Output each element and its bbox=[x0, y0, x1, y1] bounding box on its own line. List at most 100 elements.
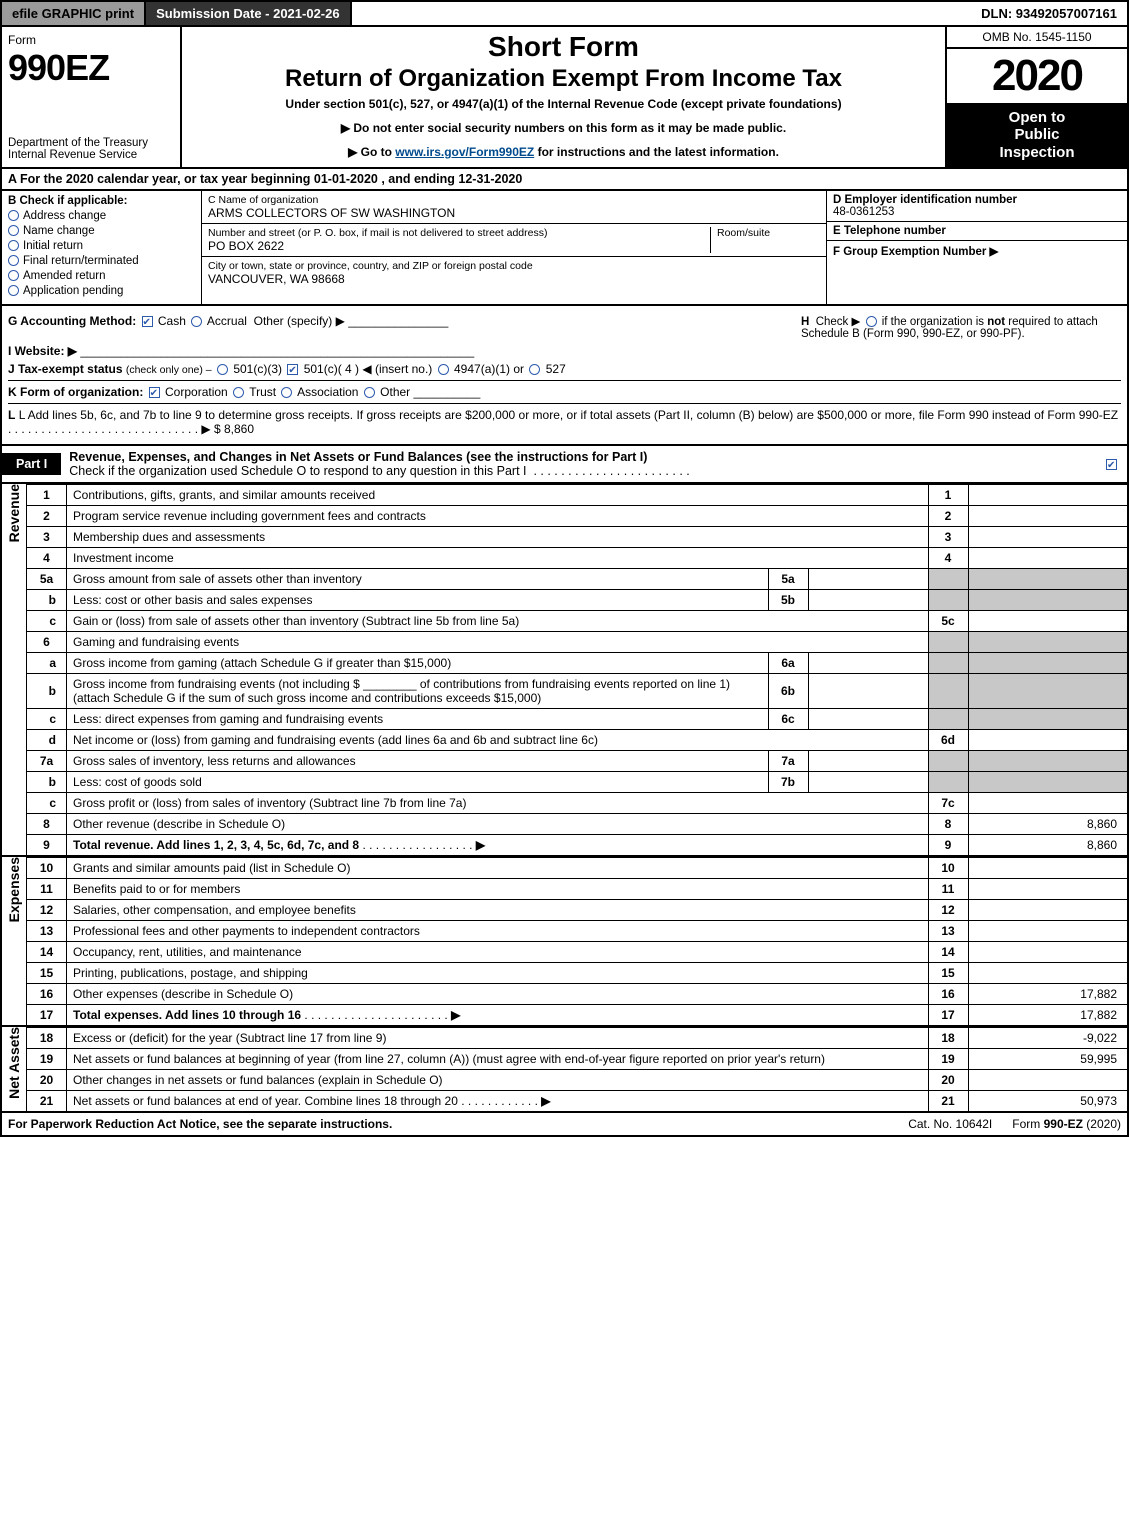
check-amended-return-label: Amended return bbox=[23, 270, 105, 282]
line-18: 18Excess or (deficit) for the year (Subt… bbox=[27, 1027, 1129, 1048]
warn2-suffix: for instructions and the latest informat… bbox=[534, 145, 779, 159]
opt-corporation: Corporation bbox=[165, 385, 228, 399]
check-501c3[interactable] bbox=[217, 364, 228, 375]
org-name-label: C Name of organization bbox=[208, 194, 820, 206]
line-19-desc: Net assets or fund balances at beginning… bbox=[67, 1048, 929, 1069]
efile-print-button[interactable]: efile GRAPHIC print bbox=[2, 2, 146, 25]
header-warn-ssn: ▶ Do not enter social security numbers o… bbox=[190, 121, 937, 135]
part1-title: Revenue, Expenses, and Changes in Net As… bbox=[61, 446, 1096, 482]
ein-label: D Employer identification number bbox=[833, 194, 1017, 206]
row-i-label: I Website: ▶ bbox=[8, 344, 77, 358]
check-other-org[interactable] bbox=[364, 387, 375, 398]
street-label: Number and street (or P. O. box, if mail… bbox=[208, 227, 710, 239]
check-final-return[interactable]: Final return/terminated bbox=[8, 255, 195, 267]
street-value: PO BOX 2622 bbox=[208, 239, 710, 253]
check-schedule-b-not-required[interactable] bbox=[866, 316, 877, 327]
line-20: 20Other changes in net assets or fund ba… bbox=[27, 1069, 1129, 1090]
line-7c-amt bbox=[968, 792, 1128, 813]
line-13-desc: Professional fees and other payments to … bbox=[73, 924, 922, 938]
submission-date-button[interactable]: Submission Date - 2021-02-26 bbox=[146, 2, 352, 25]
line-4: 4Investment income4 bbox=[27, 547, 1129, 568]
part1-title-text: Revenue, Expenses, and Changes in Net As… bbox=[69, 450, 647, 464]
dept-line1: Department of the Treasury bbox=[8, 137, 174, 149]
line-17-desc: Total expenses. Add lines 10 through 16 bbox=[73, 1008, 301, 1022]
check-application-pending[interactable]: Application pending bbox=[8, 285, 195, 297]
net-assets-table: 18Excess or (deficit) for the year (Subt… bbox=[26, 1027, 1129, 1113]
line-12: 12Salaries, other compensation, and empl… bbox=[27, 899, 1129, 920]
line-7c-desc: Gross profit or (loss) from sales of inv… bbox=[73, 796, 922, 810]
line-7a: 7aGross sales of inventory, less returns… bbox=[27, 750, 1129, 771]
line-6b: bGross income from fundraising events (n… bbox=[27, 673, 1129, 708]
line-7a-subval bbox=[808, 750, 928, 771]
col-b-check-applicable: B Check if applicable: Address change Na… bbox=[2, 191, 202, 304]
meta-rows: G Accounting Method: Cash Accrual Other … bbox=[0, 306, 1129, 446]
check-cash[interactable] bbox=[142, 316, 153, 327]
line-18-amt: -9,022 bbox=[968, 1027, 1128, 1048]
entity-block: B Check if applicable: Address change Na… bbox=[0, 191, 1129, 306]
check-527[interactable] bbox=[529, 364, 540, 375]
line-2-amt bbox=[968, 505, 1128, 526]
line-17-amt: 17,882 bbox=[968, 1004, 1128, 1026]
room-suite-label: Room/suite bbox=[717, 227, 820, 239]
check-accrual[interactable] bbox=[191, 316, 202, 327]
line-6a-desc: Gross income from gaming (attach Schedul… bbox=[73, 656, 762, 670]
line-8: 8Other revenue (describe in Schedule O)8… bbox=[27, 813, 1129, 834]
line-13-amt bbox=[968, 920, 1128, 941]
row-g-accounting: G Accounting Method: Cash Accrual Other … bbox=[8, 314, 791, 328]
line-7b-subval bbox=[808, 771, 928, 792]
row-a-tax-year: A For the 2020 calendar year, or tax yea… bbox=[0, 169, 1129, 191]
line-21-desc: Net assets or fund balances at end of ye… bbox=[73, 1094, 458, 1108]
opt-4947a1: 4947(a)(1) or bbox=[454, 362, 524, 376]
line-16-desc: Other expenses (describe in Schedule O) bbox=[73, 987, 922, 1001]
check-name-change[interactable]: Name change bbox=[8, 225, 195, 237]
line-6-desc: Gaming and fundraising events bbox=[67, 631, 929, 652]
line-19-amt: 59,995 bbox=[968, 1048, 1128, 1069]
group-exemption-label: F Group Exemption Number ▶ bbox=[833, 246, 998, 258]
line-6d-amt bbox=[968, 729, 1128, 750]
part1-tab: Part I bbox=[2, 453, 61, 475]
row-j-tax-exempt: J Tax-exempt status (check only one) – 5… bbox=[8, 362, 1121, 376]
line-15-desc: Printing, publications, postage, and shi… bbox=[73, 966, 922, 980]
line-7c: cGross profit or (loss) from sales of in… bbox=[27, 792, 1129, 813]
expenses-table: 10Grants and similar amounts paid (list … bbox=[26, 857, 1129, 1027]
line-10-amt bbox=[968, 857, 1128, 878]
line-5b-desc: Less: cost or other basis and sales expe… bbox=[73, 593, 762, 607]
check-initial-return[interactable]: Initial return bbox=[8, 240, 195, 252]
line-20-desc: Other changes in net assets or fund bala… bbox=[73, 1073, 922, 1087]
row-k-form-of-org: K Form of organization: Corporation Trus… bbox=[8, 380, 1121, 399]
line-16-amt: 17,882 bbox=[968, 983, 1128, 1004]
line-3: 3Membership dues and assessments3 bbox=[27, 526, 1129, 547]
line-19: 19Net assets or fund balances at beginni… bbox=[27, 1048, 1129, 1069]
line-2-desc: Program service revenue including govern… bbox=[73, 509, 922, 523]
check-501c[interactable] bbox=[287, 364, 298, 375]
irs-link[interactable]: www.irs.gov/Form990EZ bbox=[395, 145, 534, 159]
line-14: 14Occupancy, rent, utilities, and mainte… bbox=[27, 941, 1129, 962]
check-amended-return[interactable]: Amended return bbox=[8, 270, 195, 282]
form-code: 990EZ bbox=[8, 47, 174, 89]
ein-value: 48-0361253 bbox=[833, 206, 894, 218]
check-schedule-o-part1[interactable] bbox=[1106, 459, 1117, 470]
line-1-desc: Contributions, gifts, grants, and simila… bbox=[73, 488, 922, 502]
col-c-org-info: C Name of organization ARMS COLLECTORS O… bbox=[202, 191, 827, 304]
check-association[interactable] bbox=[281, 387, 292, 398]
row-i-website: I Website: ▶ ___________________________… bbox=[8, 344, 1121, 358]
line-6a-subval bbox=[808, 652, 928, 673]
line-7b: bLess: cost of goods sold7b bbox=[27, 771, 1129, 792]
line-17: 17Total expenses. Add lines 10 through 1… bbox=[27, 1004, 1129, 1026]
line-5c-amt bbox=[968, 610, 1128, 631]
omb-number: OMB No. 1545-1150 bbox=[947, 27, 1127, 49]
check-trust[interactable] bbox=[233, 387, 244, 398]
line-4-desc: Investment income bbox=[73, 551, 922, 565]
check-4947a1[interactable] bbox=[438, 364, 449, 375]
line-6c-subval bbox=[808, 708, 928, 729]
header-subtitle: Under section 501(c), 527, or 4947(a)(1)… bbox=[190, 97, 937, 111]
check-address-change[interactable]: Address change bbox=[8, 210, 195, 222]
row-l-amount-label: ▶ $ bbox=[201, 422, 220, 436]
line-5a: 5aGross amount from sale of assets other… bbox=[27, 568, 1129, 589]
line-6c-desc: Less: direct expenses from gaming and fu… bbox=[73, 712, 762, 726]
check-corporation[interactable] bbox=[149, 387, 160, 398]
line-18-desc: Excess or (deficit) for the year (Subtra… bbox=[73, 1031, 922, 1045]
tax-year: 2020 bbox=[947, 49, 1127, 103]
other-label: Other (specify) ▶ bbox=[254, 314, 345, 328]
open-to-public-inspection: Open to Public Inspection bbox=[947, 103, 1127, 167]
